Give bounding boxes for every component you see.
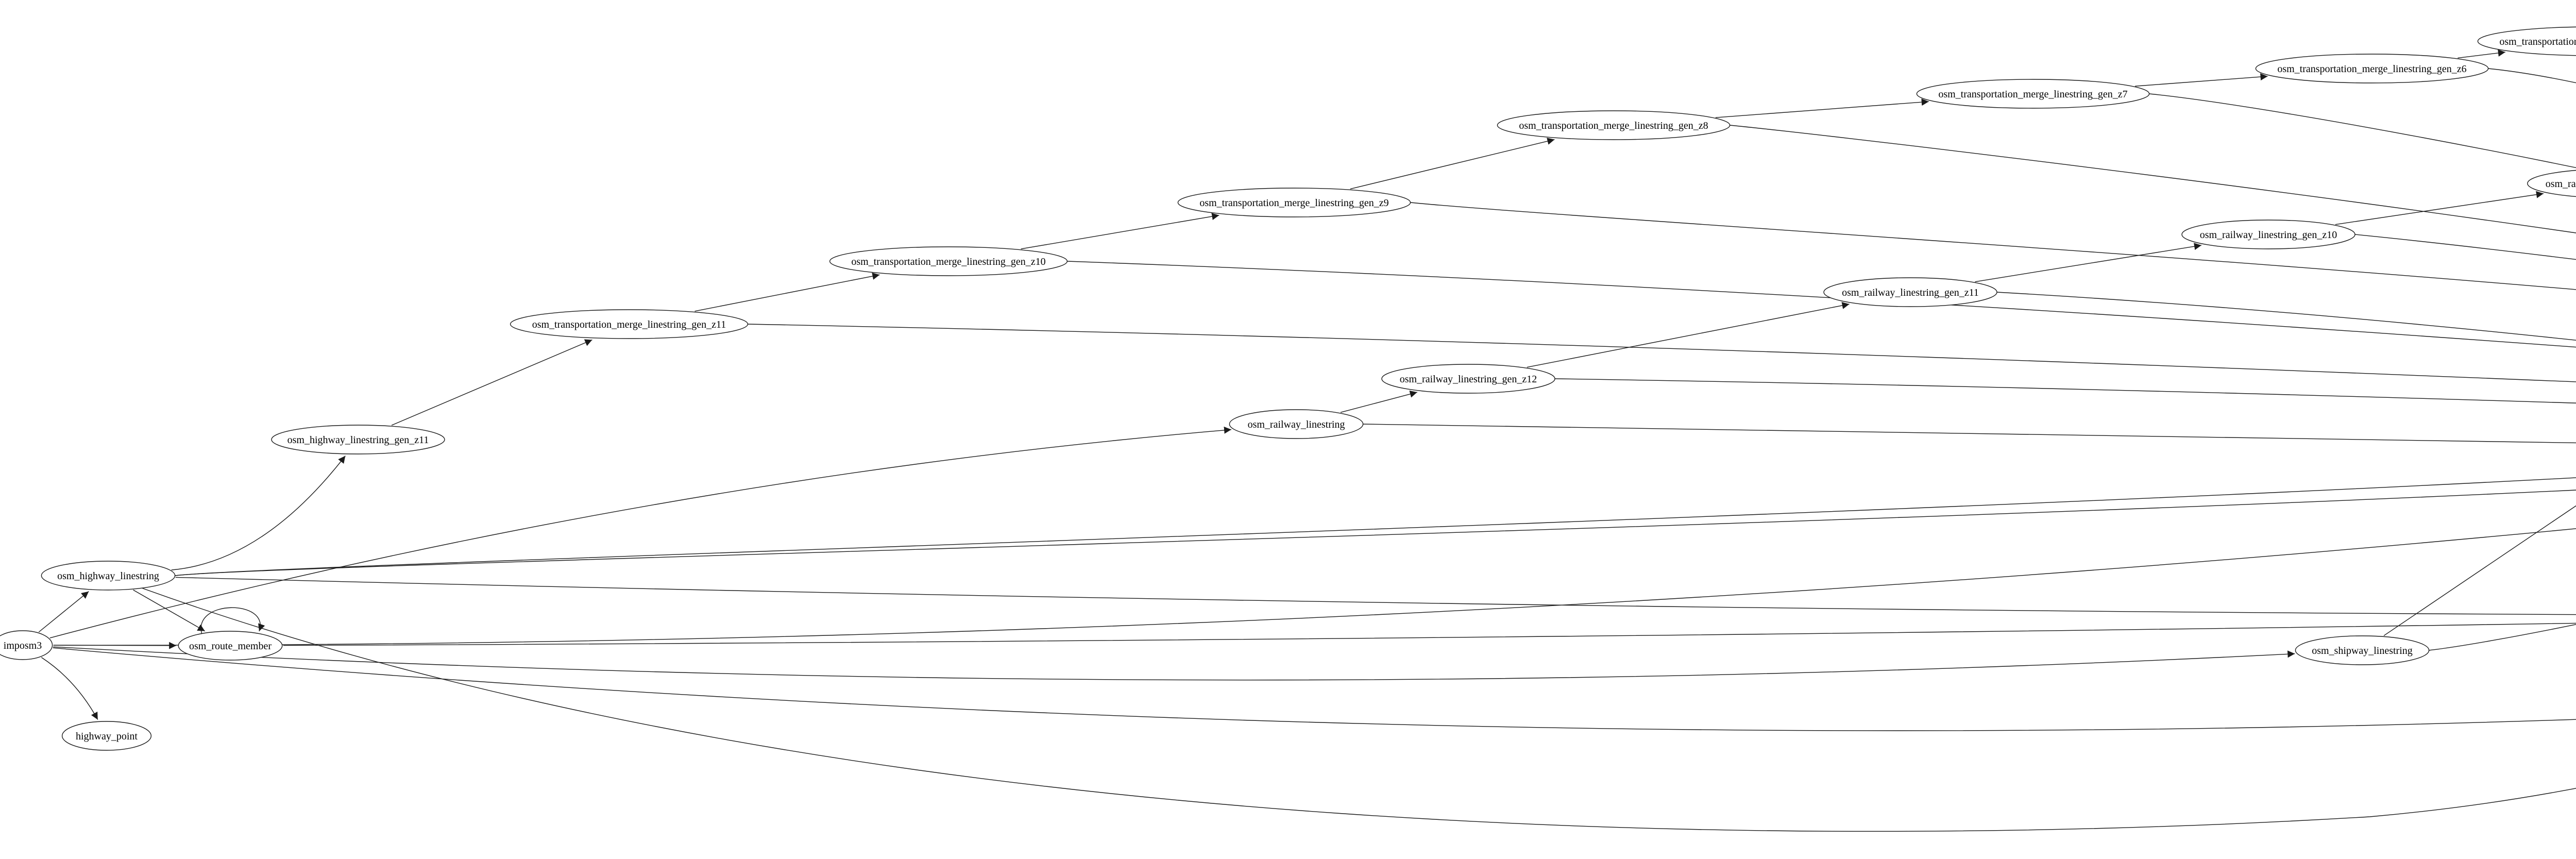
edge-merge_z6-to-merge_z5 <box>2458 49 2505 59</box>
node-label-merge_z6: osm_transportation_merge_linestring_gen_… <box>2277 63 2466 75</box>
node-ellipse-merge_z9 <box>1177 188 1411 217</box>
edge-imposm3-to-highway_point <box>41 657 98 720</box>
node-railway_z9: osm_railway_linestring_gen_z9 <box>2527 170 2576 197</box>
edge-merge_z11-to-merge_z10 <box>694 273 880 312</box>
node-ellipse-merge_z8 <box>1497 110 1731 140</box>
node-osm_railway_linestring: osm_railway_linestring <box>1229 409 1364 439</box>
node-label-osm_route_member: osm_route_member <box>189 641 272 652</box>
node-merge_z9: osm_transportation_merge_linestring_gen_… <box>1177 188 1411 217</box>
node-railway_z12: osm_railway_linestring_gen_z12 <box>1381 364 1555 394</box>
node-ellipse-railway_z11 <box>1823 277 1997 307</box>
edge-merge_z9-to-merge_z8 <box>1350 138 1555 190</box>
node-label-highway_point: highway_point <box>76 731 138 742</box>
node-label-merge_z9: osm_transportation_merge_linestring_gen_… <box>1199 197 1388 209</box>
node-ellipse-merge_z7 <box>1916 79 2150 109</box>
node-imposm3: imposm3 <box>0 630 53 660</box>
node-railway_z10: osm_railway_linestring_gen_z10 <box>2181 220 2355 249</box>
edge-osm_highway_linestring-to-osm_highway_linestring_gen_z11 <box>171 456 346 570</box>
edge-osm_highway_linestring-to-row-z12 <box>175 477 2576 576</box>
edge-merge_z8-to-merge_z7 <box>1715 98 1929 118</box>
node-label-osm_shipway_linestring: osm_shipway_linestring <box>2312 645 2413 656</box>
edge-osm_highway_linestring-to-osm_route_member <box>133 589 206 632</box>
edge-osm_railway_linestring-to-railway_z12 <box>1340 390 1417 413</box>
node-ellipse-imposm3 <box>0 630 53 660</box>
edge-osm_route_member-self-loop <box>200 607 265 635</box>
node-merge_z5: osm_transportation_merge_linestring_gen_… <box>2477 26 2576 56</box>
node-ellipse-merge_z11 <box>510 309 749 339</box>
edge-merge_z10-to-row-z10 <box>1067 261 2576 348</box>
node-merge_z7: osm_transportation_merge_linestring_gen_… <box>1916 79 2150 109</box>
node-label-merge_z7: osm_transportation_merge_linestring_gen_… <box>1938 89 2127 100</box>
node-osm_route_member: osm_route_member <box>178 631 283 661</box>
edge-imposm3-to-osm_aerialway_linestring <box>53 528 2576 646</box>
edge-railway_z12-to-railway_z11 <box>1527 302 1850 368</box>
node-ellipse-merge_z6 <box>2255 54 2489 83</box>
node-ellipse-osm_route_member <box>178 631 283 661</box>
node-label-merge_z8: osm_transportation_merge_linestring_gen_… <box>1519 120 1708 131</box>
node-merge_z8: osm_transportation_merge_linestring_gen_… <box>1497 110 1731 140</box>
node-ellipse-railway_z9 <box>2527 170 2576 197</box>
edge-railway_z12-to-row-z12 <box>1554 378 2576 403</box>
edge-imposm3-to-osm_shipway_linestring <box>53 646 2295 681</box>
node-label-railway_z11: osm_railway_linestring_gen_z11 <box>1842 287 1979 298</box>
edge-railway_z11-to-railway_z10 <box>1975 243 2202 282</box>
edge-railway_z10-to-row-z10 <box>2354 234 2576 260</box>
node-ellipse-osm_railway_linestring <box>1229 409 1364 439</box>
node-label-merge_z5: osm_transportation_merge_linestring_gen_… <box>2499 36 2576 47</box>
edge-merge_z7-to-merge_z6 <box>2135 73 2268 87</box>
node-label-osm_highway_linestring_gen_z11: osm_highway_linestring_gen_z11 <box>287 434 429 446</box>
edge-railway_z10-to-railway_z9 <box>2335 191 2544 225</box>
node-ellipse-osm_highway_linestring <box>41 561 176 591</box>
node-label-osm_highway_linestring: osm_highway_linestring <box>57 570 159 582</box>
node-osm_highway_linestring: osm_highway_linestring <box>41 561 176 591</box>
node-label-merge_z11: osm_transportation_merge_linestring_gen_… <box>532 319 726 330</box>
edge-osm_route_member-to-osm_transportation_name_network <box>283 622 2576 646</box>
edge-imposm3-to-osm_railway_linestring <box>49 426 1232 638</box>
node-railway_z11: osm_railway_linestring_gen_z11 <box>1823 277 1997 307</box>
edge-osm_shipway_linestring-to-shipway_z12 <box>2383 505 2576 636</box>
edge-osm_highway_linestring_gen_z11-to-merge_z11 <box>391 339 592 426</box>
edge-imposm3-to-osm_highway_linestring <box>38 591 89 633</box>
edge-osm_shipway_linestring-to-row-z13 <box>2429 624 2576 651</box>
node-ellipse-railway_z10 <box>2181 220 2355 249</box>
node-ellipse-merge_z5 <box>2477 26 2576 56</box>
edge-merge_z9-to-row-z9 <box>1410 202 2576 290</box>
node-merge_z11: osm_transportation_merge_linestring_gen_… <box>510 309 749 339</box>
node-ellipse-osm_shipway_linestring <box>2295 635 2430 665</box>
node-label-osm_railway_linestring: osm_railway_linestring <box>1248 419 1345 430</box>
node-label-imposm3: imposm3 <box>4 640 42 651</box>
node-merge_z10: osm_transportation_merge_linestring_gen_… <box>829 246 1068 276</box>
node-label-railway_z12: osm_railway_linestring_gen_z12 <box>1400 374 1537 385</box>
node-highway_point: highway_point <box>61 721 152 751</box>
edge-railway_z11-to-row-z11 <box>1996 292 2576 341</box>
edge-osm_highway_linestring-to-osm_transportation_name_network <box>175 577 2576 615</box>
edge-merge_z11-to-row-z11 <box>748 324 2576 382</box>
node-label-railway_z10: osm_railway_linestring_gen_z10 <box>2200 229 2337 241</box>
node-merge_z6: osm_transportation_merge_linestring_gen_… <box>2255 54 2489 83</box>
node-label-merge_z10: osm_transportation_merge_linestring_gen_… <box>851 256 1045 267</box>
edge-merge_z7-to-row-z7 <box>2149 93 2576 169</box>
nodes-layer: imposm3 highway_point osm_highway_linestri… <box>0 26 2576 751</box>
node-osm_highway_linestring_gen_z11: osm_highway_linestring_gen_z11 <box>271 425 445 454</box>
node-ellipse-osm_highway_linestring_gen_z11 <box>271 425 445 454</box>
edge-imposm3-to-osm_highway_polygon <box>53 647 2576 731</box>
node-ellipse-merge_z10 <box>829 246 1068 276</box>
node-ellipse-railway_z12 <box>1381 364 1555 394</box>
edge-osm_highway_linestring-to-row-z13 <box>175 490 2576 576</box>
node-osm_shipway_linestring: osm_shipway_linestring <box>2295 635 2430 665</box>
edge-merge_z8-to-row-z8 <box>1730 125 2576 233</box>
node-ellipse-highway_point <box>61 721 152 751</box>
node-label-railway_z9: osm_railway_linestring_gen_z9 <box>2546 178 2576 190</box>
edge-merge_z10-to-merge_z9 <box>1021 213 1219 249</box>
edge-osm_railway_linestring-to-row-z14+ <box>1363 424 2576 442</box>
edge-osm_highway_linestring-to-row-z14+ <box>141 587 2576 832</box>
